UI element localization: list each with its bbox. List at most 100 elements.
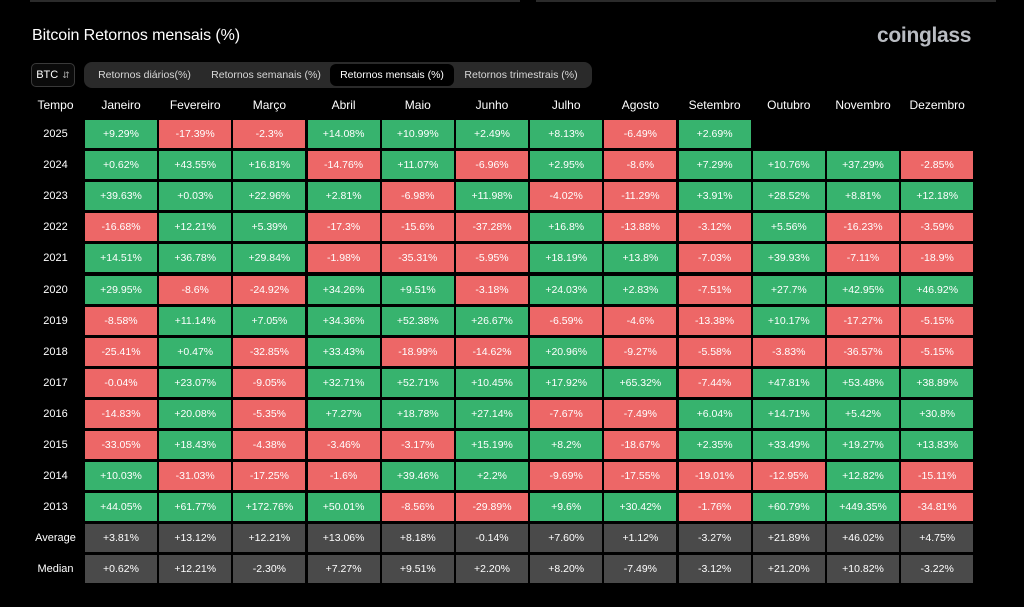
return-cell: +9.51% (381, 275, 454, 304)
return-cell: +18.19% (530, 244, 603, 273)
return-cell: +30.42% (604, 493, 677, 522)
return-cell: -36.57% (827, 337, 899, 366)
return-cell: -19.01% (678, 462, 751, 491)
return-cell: +44.05% (85, 493, 157, 522)
return-cell: +42.95% (827, 275, 899, 304)
column-header-tempo: Tempo (37, 98, 74, 112)
stat-cell: +13.06% (307, 524, 380, 553)
year-row-label: 2018 (43, 345, 68, 358)
coin-select[interactable]: BTC ⇵ (31, 63, 75, 87)
return-cell: -5.15% (901, 337, 974, 366)
return-cell: -29.89% (456, 493, 528, 522)
stat-cell: +13.12% (159, 524, 232, 553)
return-cell: +46.92% (901, 275, 974, 304)
return-cell: +172.76% (233, 493, 306, 522)
column-header-month: Outubro (767, 98, 811, 112)
return-cell: +0.03% (159, 182, 232, 211)
return-cell: +8.2% (530, 431, 603, 459)
return-cell: +3.91% (678, 182, 751, 211)
return-cell: -6.59% (530, 306, 603, 335)
return-cell: -9.05% (233, 368, 306, 397)
year-row-label: 2017 (43, 376, 68, 389)
return-cell: -11.29% (604, 182, 677, 211)
return-cell: +27.7% (752, 275, 825, 304)
return-cell: +39.46% (381, 462, 454, 491)
return-cell: +6.04% (678, 399, 751, 428)
return-cell: -17.55% (604, 462, 677, 491)
return-cell: -5.35% (233, 399, 306, 428)
return-cell: +10.17% (752, 306, 825, 335)
tab-daily-returns[interactable]: Retornos diários(%) (98, 69, 191, 81)
stat-cell: +0.62% (85, 555, 157, 584)
return-cell: -15.6% (381, 213, 454, 242)
return-cell: +11.98% (456, 182, 528, 211)
stat-cell: +12.21% (233, 524, 306, 553)
return-cell: +33.43% (307, 337, 380, 366)
return-cell: -7.11% (827, 244, 899, 273)
tab-weekly-returns[interactable]: Retornos semanais (%) (211, 69, 321, 81)
return-cell: -7.44% (678, 368, 751, 397)
return-cell: +2.81% (307, 182, 380, 211)
return-cell: +36.78% (159, 244, 232, 273)
return-cell: -18.67% (604, 431, 677, 459)
return-cell: +34.36% (307, 306, 380, 335)
return-cell: +2.83% (604, 275, 677, 304)
return-cell: +52.71% (381, 368, 454, 397)
return-cell: -17.39% (159, 120, 232, 148)
stat-cell: +12.21% (159, 555, 232, 584)
return-cell: -17.25% (233, 462, 306, 491)
return-cell: +47.81% (752, 368, 825, 397)
return-cell: -8.58% (85, 306, 157, 335)
return-cell: -37.28% (456, 213, 528, 242)
return-cell: -3.12% (678, 213, 751, 242)
stat-cell: +8.18% (381, 524, 454, 553)
return-cell: -3.46% (307, 431, 380, 459)
column-header-month: Março (252, 98, 287, 112)
stat-cell: +10.82% (827, 555, 899, 584)
stat-row-label: Average (35, 532, 76, 545)
column-header-month: Maio (404, 98, 431, 112)
return-cell: -3.83% (752, 337, 825, 366)
return-cell: +24.03% (530, 275, 603, 304)
return-cell: -9.27% (604, 337, 677, 366)
return-cell: +20.08% (159, 399, 232, 428)
return-cell: +18.43% (159, 431, 232, 459)
page-title: Bitcoin Retornos mensais (%) (32, 27, 240, 44)
return-cell: -17.27% (827, 306, 899, 335)
stat-cell: -3.22% (901, 555, 974, 584)
return-cell: -8.6% (159, 275, 232, 304)
return-cell: -1.6% (307, 462, 380, 491)
column-header-month: Julho (551, 98, 581, 112)
coin-select-value: BTC (36, 69, 59, 81)
stat-cell: -0.14% (456, 524, 528, 553)
return-cell: +14.71% (752, 399, 825, 428)
return-period-tabs: Retornos diários(%) Retornos semanais (%… (84, 62, 592, 88)
year-row-label: 2015 (43, 439, 68, 451)
stat-cell: +21.89% (752, 524, 825, 553)
stat-cell: -2.30% (233, 555, 306, 584)
return-cell: +11.14% (159, 306, 232, 335)
tab-monthly-returns[interactable]: Retornos mensais (%) (330, 64, 454, 86)
return-cell: +29.95% (85, 275, 157, 304)
return-cell: +19.27% (827, 431, 899, 459)
return-cell: -9.69% (530, 462, 603, 491)
stat-cell: -3.12% (678, 555, 751, 584)
column-header-month: Agosto (621, 98, 660, 112)
return-cell: +12.18% (901, 182, 974, 211)
coinglass-logo: coinglass (877, 24, 972, 47)
return-cell: +39.63% (85, 182, 157, 211)
return-cell: +20.96% (530, 337, 603, 366)
return-cell: +7.29% (678, 151, 751, 180)
column-header-month: Fevereiro (169, 98, 221, 112)
return-cell: +53.48% (827, 368, 899, 397)
stat-cell: +9.51% (381, 555, 454, 584)
return-cell: -8.56% (381, 493, 454, 522)
tab-quarterly-returns[interactable]: Retornos trimestrais (%) (464, 69, 578, 81)
return-cell: +10.03% (85, 462, 157, 491)
column-header-month: Novembro (835, 98, 891, 112)
stat-cell: +4.75% (901, 524, 974, 553)
stat-cell: +1.12% (604, 524, 677, 553)
return-cell: +65.32% (604, 368, 677, 397)
return-cell: -12.95% (752, 462, 825, 491)
stat-cell: -3.27% (678, 524, 751, 553)
